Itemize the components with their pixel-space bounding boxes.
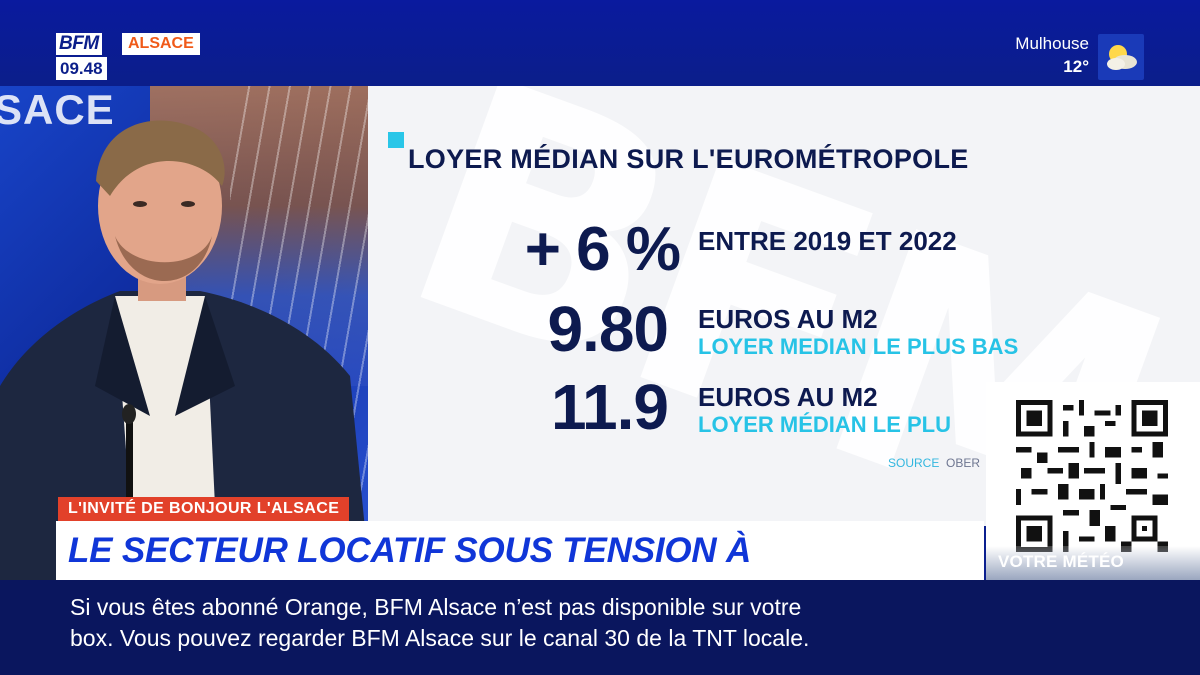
ticker-line-2: box. Vous pouvez regarder BFM Alsace sur… <box>70 625 810 651</box>
stat-label-high: EUROS AU M2 <box>698 382 878 412</box>
qr-label: VOTRE MÉTÉO <box>998 552 1124 571</box>
infographic-title: LOYER MÉDIAN SUR L'EUROMÉTROPOLE <box>408 144 969 174</box>
stat-sub-low: LOYER MEDIAN LE PLUS BAS <box>698 334 1019 359</box>
top-bar: BFM ALSACE 09.48 Mulhouse 12° <box>0 0 1200 86</box>
stat-sub-high: LOYER MÉDIAN LE PLU <box>698 412 952 437</box>
weather-city: Mulhouse <box>1015 34 1089 53</box>
stat-value-growth: + 6 % <box>524 215 681 284</box>
studio-backdrop-text: SACE <box>0 86 115 133</box>
ticker-bar: Si vous êtes abonné Orange, BFM Alsace n… <box>0 580 1200 675</box>
sun-cloud-icon <box>1098 34 1144 80</box>
headline: LE SECTEUR LOCATIF SOUS TENSION À STRASB… <box>68 531 752 630</box>
headline-bar: LE SECTEUR LOCATIF SOUS TENSION À STRASB… <box>56 521 984 630</box>
qr-label-background <box>986 546 1200 580</box>
ticker-line-1: Si vous êtes abonné Orange, BFM Alsace n… <box>70 594 802 620</box>
qr-code-icon[interactable] <box>1016 400 1168 552</box>
source-label: SOURCE <box>888 456 940 470</box>
stat-value-low: 9.80 <box>547 293 669 365</box>
source-name: OBER <box>946 456 981 470</box>
region-label: ALSACE <box>122 33 200 55</box>
show-tag: L'INVITÉ DE BONJOUR L'ALSACE <box>58 497 350 521</box>
weather-temperature: 12° <box>1063 57 1089 76</box>
stat-label-low: EUROS AU M2 <box>698 304 878 334</box>
channel-logo: BFM <box>56 33 102 55</box>
stat-label-growth: ENTRE 2019 ET 2022 <box>698 226 957 256</box>
title-accent <box>388 132 404 148</box>
clock: 09.48 <box>56 57 107 80</box>
weather-qr-box[interactable]: VOTRE MÉTÉO <box>986 382 1200 580</box>
stat-value-high: 11.9 <box>550 371 669 443</box>
